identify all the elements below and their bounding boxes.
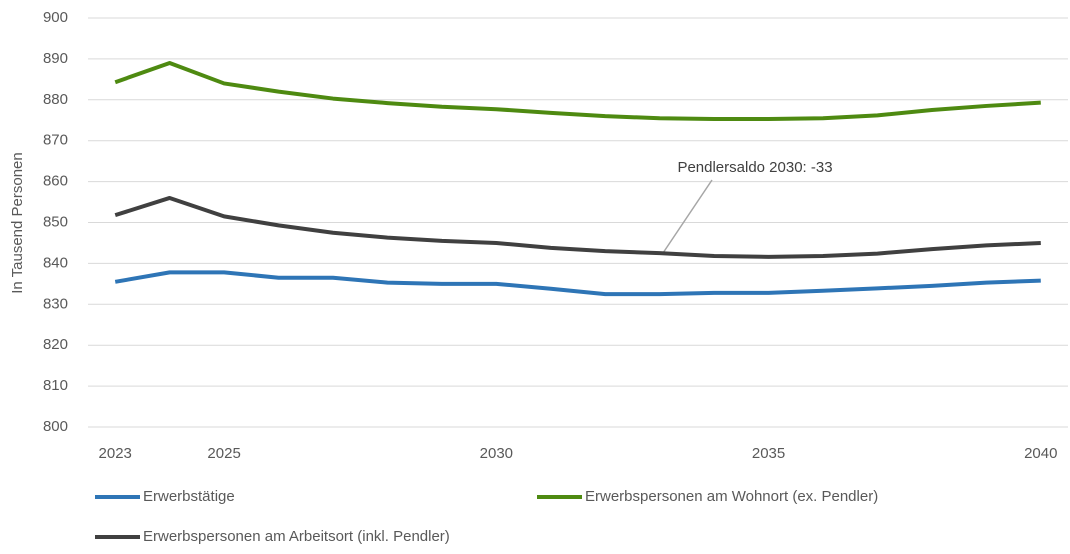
y-axis-label: In Tausend Personen [9, 152, 26, 294]
legend-label: Erwerbspersonen am Arbeitsort (inkl. Pen… [143, 528, 450, 545]
y-tick-label: 870 [43, 132, 68, 149]
series-group [114, 60, 1041, 297]
annotation-leader [662, 179, 713, 254]
legend-label: Erwerbstätige [143, 488, 235, 505]
series-line [114, 270, 1041, 297]
y-tick-label: 850 [43, 213, 68, 230]
series-line [114, 60, 1041, 122]
x-tick-label: 2035 [752, 445, 785, 462]
annotation: Pendlersaldo 2030: -33 [677, 159, 832, 176]
x-tick-label: 2023 [99, 445, 132, 462]
y-tick-label: 820 [43, 336, 68, 353]
y-tick-label: 800 [43, 418, 68, 435]
y-tick-label: 880 [43, 91, 68, 108]
x-tick-label: 2025 [207, 445, 240, 462]
legend-label: Erwerbspersonen am Wohnort (ex. Pendler) [585, 488, 878, 505]
y-tick-label: 840 [43, 254, 68, 271]
y-tick-label: 900 [43, 9, 68, 26]
y-tick-label: 890 [43, 50, 68, 67]
y-tick-label: 860 [43, 173, 68, 190]
x-tick-label: 2040 [1024, 445, 1057, 462]
y-tick-label: 830 [43, 295, 68, 312]
series-line [114, 195, 1041, 259]
x-tick-label: 2030 [480, 445, 513, 462]
y-tick-label: 810 [43, 377, 68, 394]
